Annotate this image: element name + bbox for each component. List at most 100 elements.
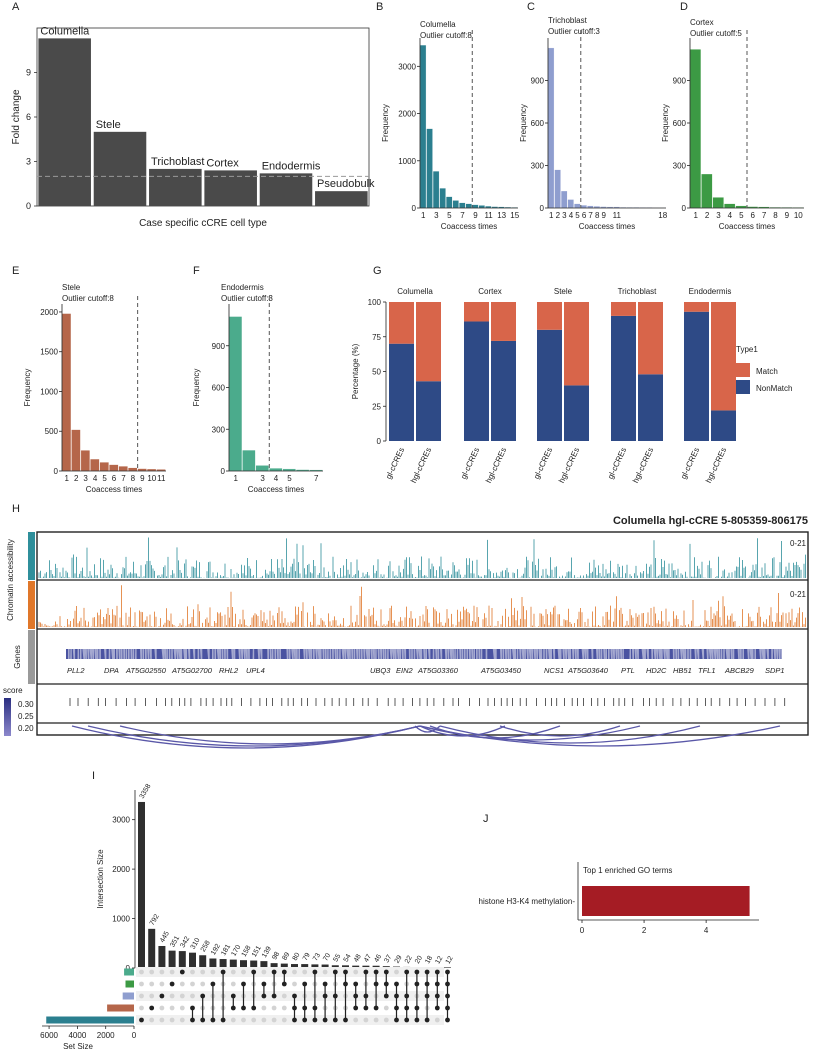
panel-g-bar-nonmatch (564, 385, 589, 441)
panel-i-set-size-bar (125, 980, 134, 988)
panel-f-bar (242, 449, 256, 472)
panel-i-intersection-label: 181 (220, 943, 232, 957)
panel-g-bar-nonmatch (638, 374, 663, 441)
panel-i-intersection-bar (372, 965, 380, 968)
panel-letter-c: C (527, 1, 535, 13)
panel-i-matrix-dot (179, 993, 185, 999)
panel-g-legend-label: NonMatch (756, 384, 792, 393)
panel-letter-d: D (680, 1, 688, 13)
panel-i-matrix-dot (169, 981, 175, 987)
panel-h-gene-label: HD2C (646, 666, 667, 675)
panel-h-gene-label: AT5G03360 (417, 666, 459, 675)
panel-g-bar-nonmatch (537, 329, 562, 441)
panel-i-matrix-row-band (136, 967, 444, 977)
panel-a-bar-label-trichoblast: Trichoblast (151, 156, 204, 168)
panel-g-facet-label: Endodermis (689, 287, 732, 296)
panel-i-matrix-dot (169, 1017, 175, 1023)
panel-f-bar (228, 316, 243, 472)
panel-d-xlabel: Coaccess times (719, 222, 775, 231)
panel-d-bar (724, 203, 736, 209)
panel-g-legend-swatch-match (736, 363, 750, 377)
panel-i-intersection-bar (280, 963, 288, 968)
panel-h-gene-label: TFL1 (698, 666, 716, 675)
panel-b-ytick-label: 0 (412, 204, 417, 213)
panel-h-gene-label: AT5G02700 (171, 666, 213, 675)
panel-i-intersection-label: 139 (261, 945, 273, 959)
panel-i-matrix-dot (394, 969, 399, 975)
panel-f-ytick-label: 900 (212, 342, 226, 351)
panel-i-intersection-bar (311, 964, 319, 968)
panel-i-ytick-label: 3000 (112, 816, 130, 825)
panel-i-matrix-dot (281, 1017, 287, 1023)
panel-h-link-arc (499, 725, 621, 737)
panel-d-xtick-label: 1 (693, 211, 698, 220)
panel-b-xtick-label: 5 (447, 211, 452, 220)
panel-i-matrix-dot (139, 981, 144, 987)
panel-i-matrix-dot (210, 969, 216, 975)
panel-c-ylabel: Frequency (519, 104, 528, 142)
panel-g-bar-nonmatch (611, 315, 636, 441)
panel-c-xtick-label: 3 (562, 211, 567, 220)
panel-a-ytick-label: 6 (26, 112, 31, 122)
panel-g-bar-nonmatch (491, 340, 516, 441)
panel-i-matrix-dot (159, 969, 165, 975)
panel-f-xtick-label: 4 (274, 474, 279, 483)
panel-c-xlabel: Coaccess times (579, 222, 635, 231)
panel-i-intersection-label: 73 (312, 952, 322, 962)
panel-i-matrix-dot (292, 969, 297, 975)
panel-b-xtick-label: 3 (434, 211, 439, 220)
panel-i-matrix-dot (383, 1005, 389, 1011)
panel-i-intersection-bar (260, 961, 268, 968)
panel-h-gene-label: AT5G03640 (567, 666, 609, 675)
panel-b-bar (459, 202, 466, 209)
panel-e-xtick-label: 5 (102, 474, 107, 483)
panel-h-gene-label: UPL4 (246, 666, 265, 675)
panel-a-ytick-label: 0 (26, 201, 31, 211)
panel-h-gene-label: EIN2 (396, 666, 414, 675)
panel-g-facet-label: Trichoblast (618, 287, 658, 296)
panel-j-xtick-label: 4 (704, 926, 709, 935)
panel-letter-b: B (376, 1, 383, 13)
panel-a-bar-endodermis (259, 173, 313, 206)
panel-i-intersection-label: 12 (445, 955, 455, 965)
panel-e-xtick-label: 3 (83, 474, 88, 483)
panel-i-matrix-dot (373, 1017, 379, 1023)
panel-i-matrix-dot (139, 1017, 144, 1023)
panel-e-ytick-label: 1500 (40, 348, 58, 357)
panel-b-ytick-label: 2000 (398, 110, 416, 119)
panel-i-intersection-label: 37 (383, 954, 393, 964)
panel-h-ccre-ticks (69, 698, 786, 706)
panel-i-matrix-dot (149, 1017, 155, 1023)
panel-g-xtick-label: gl-cCREs (384, 446, 406, 480)
panel-h-gene-label: PLL2 (67, 666, 85, 675)
panel-i-set-size-tick-label: 2000 (97, 1031, 115, 1040)
panel-h-range-label: 0-21 (790, 539, 807, 548)
panel-i-matrix-dot (271, 1005, 277, 1011)
panel-h-score-tick-label: 0.20 (18, 724, 34, 733)
panel-g-bar-match (416, 302, 441, 382)
panel-i-intersection-label: 70 (322, 952, 332, 962)
panel-i-intersection-label: 48 (353, 953, 363, 963)
panel-h-accessibility-track-2 (38, 585, 806, 627)
panel-i-matrix-dot (261, 1017, 267, 1023)
panel-i-matrix-dot (261, 969, 267, 975)
panel-a-xlabel: Case specific cCRE cell type (139, 218, 267, 229)
panel-g-bar-match (564, 302, 589, 386)
panel-e-bar (109, 464, 119, 472)
panel-j-title: Top 1 enriched GO terms (583, 866, 672, 875)
panel-c-xtick-label: 4 (569, 211, 574, 220)
panel-b-ytick-label: 3000 (398, 62, 416, 71)
panel-e-xtick-label: 9 (140, 474, 145, 483)
panel-g-xtick-label: hgl-cCREs (704, 446, 728, 484)
panel-i-intersection-label: 3358 (139, 783, 153, 800)
panel-f-ytick-label: 0 (221, 467, 226, 476)
panel-h-track-sidebar (28, 532, 35, 580)
panel-h-link-arc (419, 725, 781, 747)
panel-g-facet-label: Columella (397, 287, 433, 296)
panel-b-bar (432, 171, 440, 209)
panel-g-bar-nonmatch (416, 381, 441, 441)
panel-b-xlabel: Coaccess times (441, 222, 497, 231)
panel-c-xtick-label: 7 (588, 211, 593, 220)
panel-b-bar (426, 128, 433, 209)
panel-b-xtick-label: 7 (460, 211, 465, 220)
